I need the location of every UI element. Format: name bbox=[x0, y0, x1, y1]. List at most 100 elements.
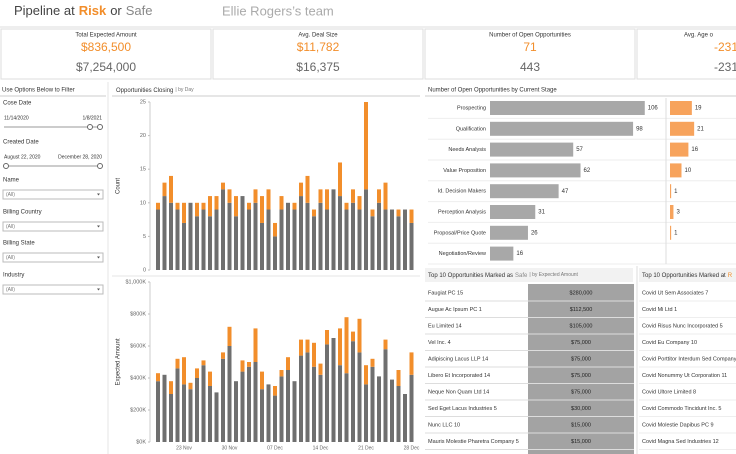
bar bbox=[670, 225, 672, 240]
bar-segment bbox=[195, 202, 199, 217]
bar-segment bbox=[169, 202, 173, 270]
bar-segment bbox=[344, 317, 349, 374]
bar-segment bbox=[377, 376, 381, 442]
row-amount: $15,000 bbox=[571, 422, 591, 428]
kpi-risk: $11,782 bbox=[297, 40, 340, 54]
bar-segment bbox=[383, 339, 388, 350]
bar-segment bbox=[403, 394, 407, 442]
bar-segment bbox=[305, 175, 310, 203]
row-name: Vel Inc. 4 bbox=[428, 340, 451, 346]
bar-segment bbox=[396, 386, 401, 442]
value-label: 26 bbox=[531, 230, 538, 236]
bar-segment bbox=[156, 381, 160, 442]
bar-segment bbox=[260, 222, 264, 270]
bar-segment bbox=[201, 360, 206, 366]
chart-title-main: Opportunities Closing bbox=[116, 88, 173, 94]
value-label: 10 bbox=[685, 168, 692, 174]
bar-segment bbox=[260, 196, 264, 223]
bar-segment bbox=[383, 349, 388, 442]
bar-segment bbox=[234, 381, 238, 442]
bar-segment bbox=[357, 196, 362, 210]
y-tick-label: $200K bbox=[130, 407, 146, 413]
bar-segment bbox=[247, 202, 251, 210]
bar-segment bbox=[247, 366, 251, 442]
value-label: 57 bbox=[576, 147, 583, 153]
bar-segment bbox=[156, 202, 160, 210]
bar-segment bbox=[266, 384, 271, 442]
table-header-bg bbox=[425, 268, 633, 282]
value-label: 62 bbox=[584, 168, 591, 174]
bar-segment bbox=[299, 339, 303, 356]
bar-segment bbox=[331, 189, 336, 270]
bar-segment bbox=[351, 202, 355, 270]
bar-segment bbox=[325, 209, 329, 270]
y-tick-label: $400K bbox=[130, 375, 146, 381]
value-label: 19 bbox=[695, 106, 702, 112]
y-tick-label: $600K bbox=[130, 343, 146, 349]
bar-segment bbox=[227, 189, 232, 203]
kpi-safe: -231 bbox=[714, 60, 736, 74]
bar-segment bbox=[325, 344, 329, 442]
table-title: Top 10 Opportunities Marked as Safe | by E… bbox=[428, 272, 579, 278]
bar-segment bbox=[286, 202, 290, 270]
bar-segment bbox=[273, 395, 277, 442]
dropdown[interactable] bbox=[2, 284, 104, 295]
y-tick-label: 0 bbox=[143, 267, 146, 273]
row-name: Adipiscing Lacus LLP 14 bbox=[428, 356, 488, 362]
dropdown[interactable] bbox=[2, 221, 104, 232]
row-name: Neque Non Quam Ltd 14 bbox=[428, 389, 489, 395]
kpi-label: Avg. Age o bbox=[684, 33, 714, 39]
bar bbox=[490, 142, 574, 157]
bar-segment bbox=[260, 389, 264, 442]
dropdown[interactable] bbox=[2, 252, 104, 263]
bar-segment bbox=[344, 373, 349, 442]
bar-segment bbox=[318, 363, 323, 375]
bar-segment bbox=[208, 196, 212, 217]
bar bbox=[490, 205, 536, 219]
kpi-label: Total Expected Amount bbox=[75, 33, 137, 39]
title-part: Pipeline at bbox=[14, 3, 75, 18]
filter-label: Billing State bbox=[3, 241, 35, 247]
bar-segment bbox=[221, 189, 225, 270]
bar-segment bbox=[156, 373, 160, 382]
bar-segment bbox=[364, 189, 368, 270]
kpi-safe: $16,375 bbox=[296, 60, 340, 74]
bar-segment bbox=[182, 357, 186, 385]
category-label: Prospecting bbox=[457, 105, 486, 111]
bar-segment bbox=[299, 182, 303, 197]
slider-handle[interactable] bbox=[97, 163, 103, 169]
slider-handle[interactable] bbox=[97, 124, 103, 130]
bar-segment bbox=[351, 331, 355, 342]
dropdown[interactable] bbox=[2, 189, 104, 200]
row-name: Libero Et Incorporated 14 bbox=[428, 373, 490, 379]
y-tick-label: $0K bbox=[136, 439, 146, 445]
row-name: Covid Mi Ltd 1 bbox=[642, 307, 677, 313]
row-amount: $280,000 bbox=[570, 290, 593, 296]
table-header-bg bbox=[639, 268, 736, 282]
bar-segment bbox=[195, 378, 199, 442]
filter-label: Billing Country bbox=[3, 210, 42, 216]
bar-segment bbox=[396, 209, 401, 217]
dropdown-arrow bbox=[97, 288, 100, 291]
slider-handle[interactable] bbox=[3, 163, 9, 169]
row-name: Covid Eu Company 10 bbox=[642, 340, 697, 346]
dropdown-arrow bbox=[97, 225, 100, 228]
y-tick-label: $800K bbox=[130, 311, 146, 317]
bar-segment bbox=[377, 202, 381, 270]
bar-segment bbox=[240, 360, 245, 372]
row-name: Covid Nonummy Ut Corporation 11 bbox=[642, 373, 727, 379]
slider-handle[interactable] bbox=[87, 124, 93, 130]
bar-segment bbox=[370, 209, 375, 217]
bar-segment bbox=[201, 202, 206, 210]
bar-segment bbox=[188, 382, 193, 390]
row-amount: $75,000 bbox=[571, 356, 591, 362]
y-tick-label: 25 bbox=[140, 99, 146, 105]
bar-segment bbox=[390, 209, 394, 270]
chart-subtitle: | by Day bbox=[175, 87, 194, 93]
bar-segment bbox=[338, 328, 342, 366]
bar-segment bbox=[214, 209, 219, 270]
bar-segment bbox=[273, 236, 277, 270]
row-name: Covid Molestie Dapibus PC 9 bbox=[642, 422, 714, 428]
bar-segment bbox=[234, 196, 238, 217]
